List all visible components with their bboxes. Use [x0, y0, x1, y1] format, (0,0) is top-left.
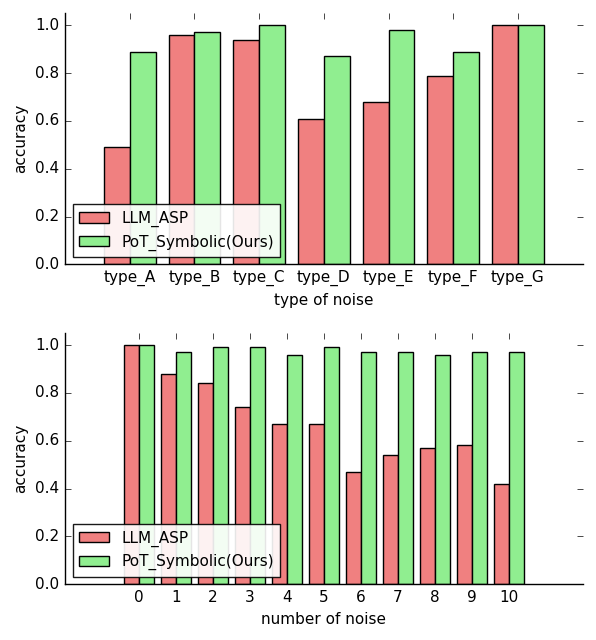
X-axis label: number of noise: number of noise — [262, 612, 386, 627]
Bar — [389, 30, 414, 264]
Bar — [457, 445, 472, 584]
Bar — [494, 484, 509, 584]
Y-axis label: accuracy: accuracy — [13, 424, 29, 493]
Bar — [104, 147, 130, 264]
Bar — [298, 118, 324, 264]
Bar — [176, 352, 191, 584]
Bar — [309, 424, 324, 584]
Bar — [139, 345, 154, 584]
Bar — [518, 26, 544, 264]
Bar — [324, 56, 350, 264]
Bar — [161, 374, 176, 584]
Bar — [235, 407, 250, 584]
Bar — [213, 348, 228, 584]
Bar — [398, 352, 412, 584]
Legend: LLM_ASP, PoT_Symbolic(Ours): LLM_ASP, PoT_Symbolic(Ours) — [73, 205, 280, 257]
Bar — [435, 355, 449, 584]
Bar — [124, 345, 139, 584]
Bar — [509, 352, 523, 584]
Bar — [427, 76, 454, 264]
Bar — [361, 352, 375, 584]
Bar — [259, 26, 285, 264]
Y-axis label: accuracy: accuracy — [13, 104, 29, 173]
Bar — [383, 455, 398, 584]
Bar — [492, 26, 518, 264]
Legend: LLM_ASP, PoT_Symbolic(Ours): LLM_ASP, PoT_Symbolic(Ours) — [73, 524, 280, 577]
Bar — [194, 33, 221, 264]
Bar — [198, 383, 213, 584]
Bar — [324, 348, 339, 584]
Bar — [346, 472, 361, 584]
Bar — [272, 424, 287, 584]
Bar — [169, 35, 194, 264]
Bar — [420, 448, 435, 584]
Bar — [454, 52, 479, 264]
Bar — [250, 348, 265, 584]
Bar — [130, 52, 156, 264]
Bar — [363, 102, 389, 264]
Bar — [472, 352, 486, 584]
X-axis label: type of noise: type of noise — [274, 293, 374, 308]
Bar — [233, 40, 259, 264]
Bar — [287, 355, 302, 584]
